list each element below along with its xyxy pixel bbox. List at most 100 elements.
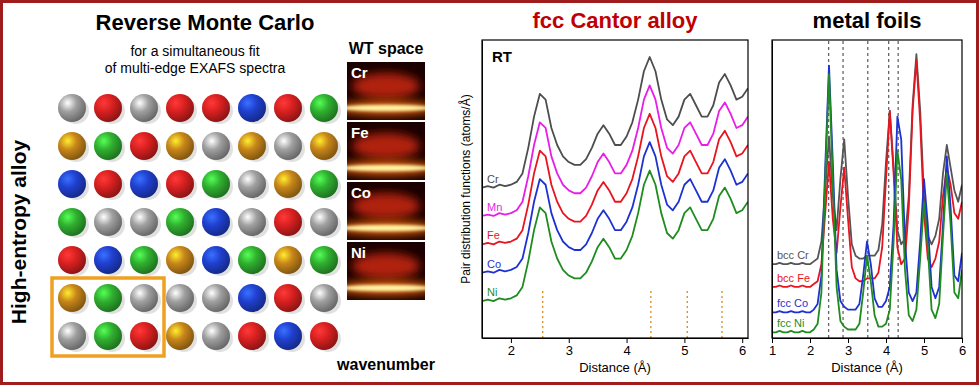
x-axis-line [483,338,749,339]
atom [130,132,158,160]
wt-label: Co [351,184,371,201]
atom [238,322,266,350]
atom [166,132,194,160]
atom [274,322,302,350]
atom [202,170,230,198]
atom [58,284,86,312]
reference-line [867,40,868,338]
x-tick: 4 [623,338,630,358]
atom [94,132,122,160]
atom [274,132,302,160]
atom [130,284,158,312]
atom [310,208,338,236]
wt-title: WT space [349,40,424,57]
atom [166,246,194,274]
wt-band [347,165,425,171]
x-tick-label: 1 [769,343,776,358]
x-axis-line [773,338,963,339]
x-tick: 1 [769,338,776,358]
y-axis-line [482,41,483,339]
atom [58,322,86,350]
atom [310,322,338,350]
side-label: High-entropy alloy [7,140,30,325]
atom [274,284,302,312]
atom [94,208,122,236]
wt-panel: WT spaceCrFeCoNiwavenumber [336,40,435,373]
atom [130,94,158,122]
series-label: Ni [487,286,497,298]
y-axis-title: Pair distribution functions (atoms/Å) [458,94,473,283]
plot-area [772,40,962,338]
x-tick: 3 [566,338,573,358]
atom [238,208,266,236]
series-label: Mn [487,201,502,213]
wt-glow [347,281,425,295]
atom [94,94,122,122]
wt-glow [347,221,425,235]
atom [166,170,194,198]
chart: 23456fcc Cantor alloyDistance (Å)Pair di… [458,8,749,375]
series-label: Fe [487,229,500,241]
atom [58,94,86,122]
plot-area [482,57,748,338]
atom [202,94,230,122]
series-label: fcc Co [777,297,808,309]
annotation: RT [492,48,512,65]
wt-band [347,225,425,231]
pdf-curve [482,114,748,245]
atom [310,94,338,122]
atom [274,170,302,198]
x-tick-label: 6 [739,343,746,358]
chart: 123456metal foilsDistance (Å)bcc Crbcc F… [769,8,966,375]
reference-line [721,290,722,338]
atom [274,246,302,274]
atom [202,208,230,236]
x-axis-title: Distance (Å) [831,360,903,375]
atom [202,284,230,312]
atom [58,208,86,236]
wt-axis-label: wavenumber [336,356,435,373]
pdf-curve [482,85,748,216]
series-label: bcc Cr [777,249,809,261]
x-tick-label: 4 [623,343,630,358]
atom [166,322,194,350]
atom [130,246,158,274]
rmc-panel: Reverse Monte Carlo for a simultaneous fi… [7,10,341,356]
y-axis-line [772,41,773,339]
reference-line [650,290,651,338]
atom [238,246,266,274]
y-axis [482,41,483,339]
x-tick: 4 [883,338,890,358]
x-tick-label: 6 [959,343,966,358]
reference-line [542,290,543,338]
wt-map [347,122,425,180]
panel-subtitle: of multi-edge EXAFS spectra [105,60,286,76]
x-tick-label: 3 [566,343,573,358]
wt-map [347,62,425,120]
atom [238,132,266,160]
wt-label: Ni [351,244,366,261]
lattice [58,94,341,352]
reference-line [687,290,688,338]
wt-band [347,285,425,291]
panel-title: Reverse Monte Carlo [96,10,315,35]
wt-label: Cr [351,64,368,81]
series-label: Co [487,258,501,270]
figure-border [2,2,978,384]
x-tick-label: 5 [921,343,928,358]
series-label: Cr [487,173,499,185]
atom [130,208,158,236]
atom [310,246,338,274]
atom [94,170,122,198]
x-axis: 123456 [769,338,966,358]
series-label: bcc Fe [777,272,810,284]
wt-map [347,242,425,300]
atom [202,246,230,274]
x-tick: 6 [959,338,966,358]
panel-subtitle: for a simultaneous fit [130,43,259,59]
x-tick: 5 [681,338,688,358]
chart-title: fcc Cantor alloy [532,8,698,33]
x-tick-label: 2 [508,343,515,358]
x-tick-label: 4 [883,343,890,358]
figure: Reverse Monte Carlo for a simultaneous fi… [0,0,979,385]
